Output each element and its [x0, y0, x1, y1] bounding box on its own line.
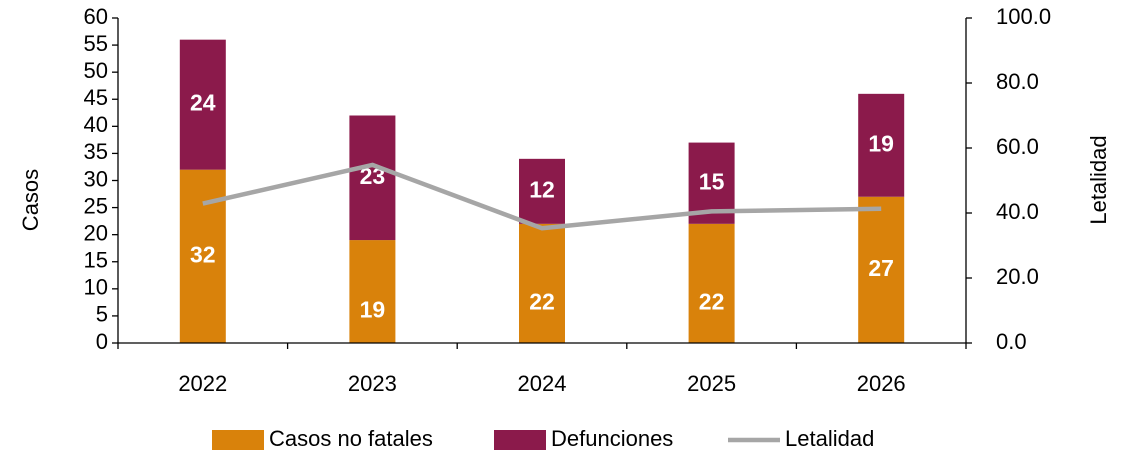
legend-swatch — [212, 430, 264, 450]
x-tick-label: 2026 — [857, 371, 906, 396]
data-label: 32 — [190, 241, 216, 267]
legend-label: Letalidad — [785, 426, 874, 451]
y-tick-label: 0 — [96, 329, 108, 354]
data-label: 22 — [699, 288, 725, 314]
y2-tick-label: 80.0 — [996, 69, 1039, 94]
y-tick-label: 15 — [84, 248, 108, 273]
y-tick-label: 35 — [84, 139, 108, 164]
y2-tick-label: 40.0 — [996, 199, 1039, 224]
y-tick-label: 5 — [96, 302, 108, 327]
bar — [349, 115, 396, 241]
y2-tick-label: 100.0 — [996, 4, 1051, 29]
y-tick-label: 20 — [84, 220, 108, 245]
y-tick-label: 60 — [84, 4, 108, 29]
y2-tick-label: 20.0 — [996, 264, 1039, 289]
line — [202, 162, 882, 231]
y2-tick-label: 60.0 — [996, 134, 1039, 159]
y-tick-label: 25 — [84, 193, 108, 218]
data-label: 19 — [360, 297, 386, 323]
bar — [349, 240, 396, 343]
y2-tick-label: 0.0 — [996, 329, 1027, 354]
y-tick-label: 50 — [84, 58, 108, 83]
y-tick-label: 10 — [84, 275, 108, 300]
bar — [688, 223, 735, 343]
legend-label: Defunciones — [551, 426, 673, 451]
y-tick-label: 45 — [84, 85, 108, 110]
data-label: 22 — [529, 288, 555, 314]
x-tick-label: 2023 — [348, 371, 397, 396]
y-tick-label: 30 — [84, 166, 108, 191]
bar — [519, 158, 565, 224]
data-label: 19 — [868, 130, 894, 156]
data-label: 15 — [699, 168, 725, 194]
bar — [519, 223, 565, 343]
x-tick-label: 2024 — [518, 371, 567, 396]
data-label: 24 — [190, 90, 216, 116]
legend-swatch — [494, 430, 546, 450]
y2-axis-label: Letalidad — [1086, 135, 1111, 224]
y-tick-label: 40 — [84, 112, 108, 137]
bar — [858, 196, 905, 343]
bar — [179, 39, 226, 170]
bar — [858, 93, 905, 197]
legend-label: Casos no fatales — [269, 426, 433, 451]
data-label: 12 — [529, 176, 555, 202]
x-tick-label: 2025 — [687, 371, 736, 396]
x-tick-label: 2022 — [178, 371, 227, 396]
y-axis-label: Casos — [18, 169, 43, 231]
y-tick-label: 55 — [84, 31, 108, 56]
data-label: 27 — [868, 255, 894, 281]
